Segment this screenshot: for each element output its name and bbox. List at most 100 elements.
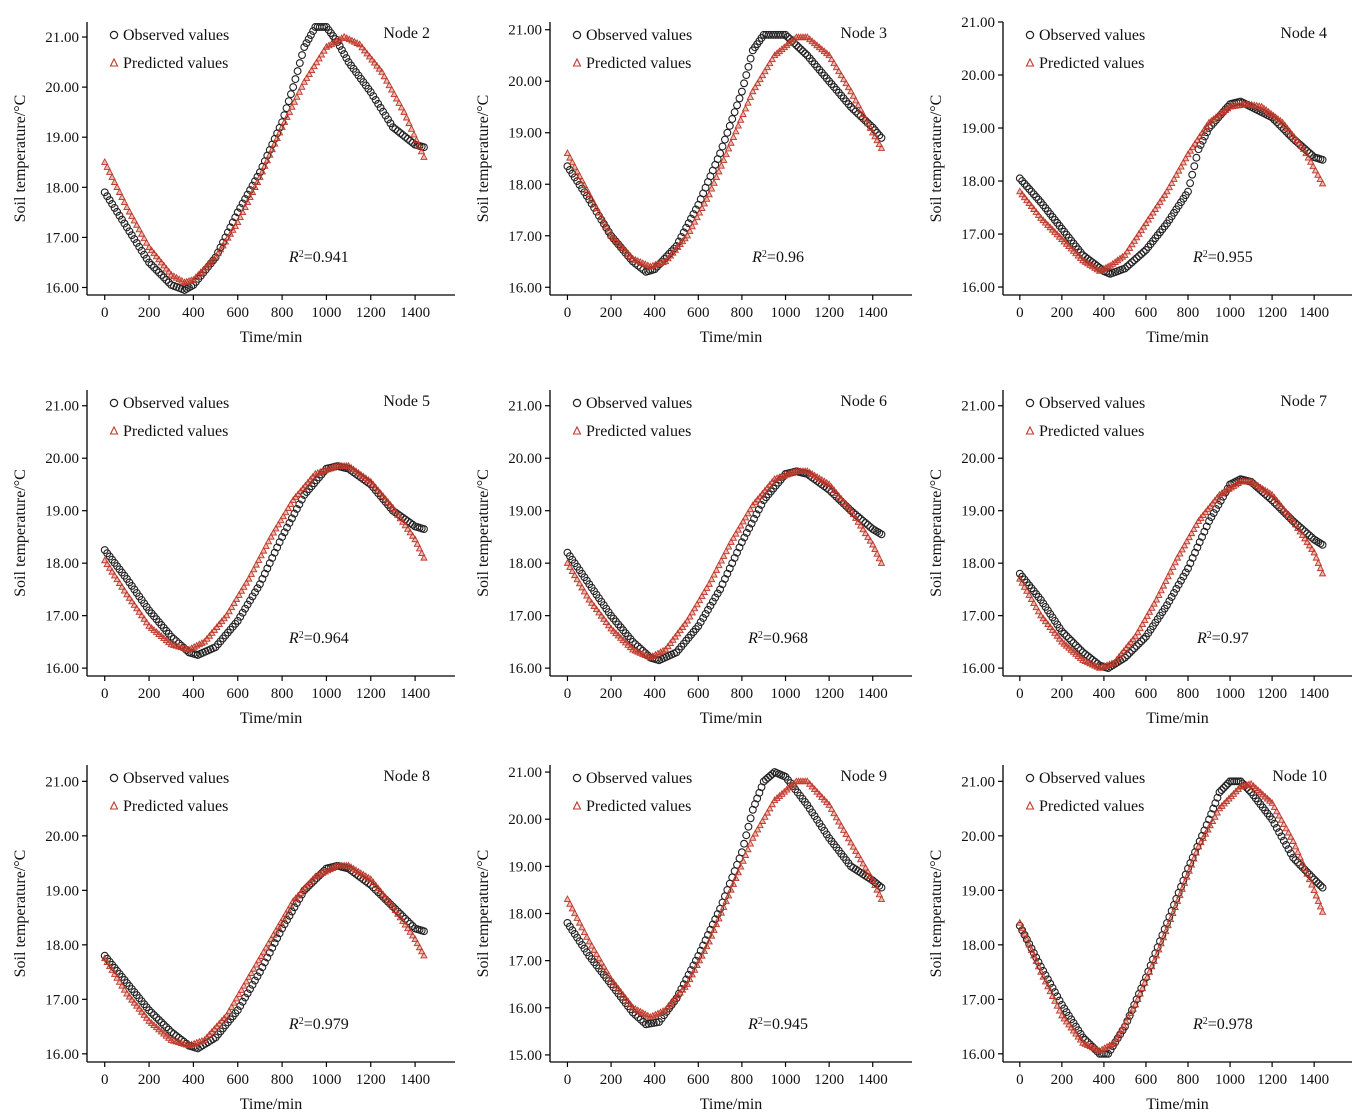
r-squared-value: =0.955 <box>1208 249 1253 266</box>
predicted-point <box>227 603 236 611</box>
predicted-point <box>320 46 328 54</box>
predicted-point <box>695 208 704 216</box>
predicted-series <box>1016 477 1327 671</box>
observed-point <box>253 172 262 181</box>
predicted-point <box>1303 869 1311 877</box>
legend-label: Observed values <box>586 395 692 412</box>
predicted-point <box>1202 122 1211 129</box>
predicted-point <box>259 546 268 554</box>
y-tick-label: 20.00 <box>961 451 995 467</box>
predicted-point <box>242 977 251 985</box>
predicted-point <box>420 153 428 160</box>
y-tick-label: 20.00 <box>45 80 79 96</box>
predicted-point <box>852 96 860 104</box>
node-title: Node 8 <box>383 768 430 785</box>
predicted-point <box>285 107 294 115</box>
legend-marker-predicted <box>1025 800 1035 810</box>
observed-point <box>1181 568 1190 577</box>
predicted-series <box>100 32 428 286</box>
predicted-point <box>866 872 875 879</box>
observed-point <box>335 42 344 50</box>
observed-point <box>1318 540 1327 549</box>
y-tick-label: 18.00 <box>508 177 542 193</box>
observed-point <box>219 238 227 247</box>
observed-point <box>376 890 385 899</box>
observed-point <box>877 530 886 539</box>
predicted-point <box>401 920 410 928</box>
predicted-point <box>135 225 143 233</box>
predicted-point <box>130 600 139 608</box>
predicted-point <box>722 547 730 555</box>
x-axis-label: Time/min <box>700 710 763 727</box>
predicted-point <box>580 181 589 189</box>
predicted-point <box>719 155 728 163</box>
predicted-point <box>290 97 299 105</box>
predicted-point <box>395 99 403 106</box>
predicted-point <box>267 532 275 540</box>
predicted-point <box>1032 956 1040 964</box>
observed-point <box>1279 125 1288 134</box>
observed-point <box>745 524 754 533</box>
predicted-point <box>1309 162 1317 170</box>
predicted-point <box>570 571 579 579</box>
predicted-point <box>232 994 241 1002</box>
predicted-point <box>695 596 704 604</box>
predicted-point <box>877 558 886 566</box>
predicted-point <box>1310 548 1318 556</box>
observed-point <box>730 108 739 117</box>
y-tick-label: 21.00 <box>45 399 79 415</box>
predicted-point <box>1159 581 1168 589</box>
predicted-point <box>252 960 260 968</box>
predicted-point <box>267 935 275 943</box>
node-title: Node 5 <box>383 393 430 410</box>
predicted-point <box>1306 157 1315 165</box>
predicted-point <box>1134 995 1142 1002</box>
legend-marker-predicted <box>109 57 119 67</box>
predicted-point <box>604 971 613 978</box>
predicted-point <box>1144 215 1153 223</box>
x-tick-label: 0 <box>564 1072 572 1088</box>
observed-point <box>292 504 301 513</box>
observed-point <box>1132 254 1141 263</box>
observed-point <box>1184 187 1192 196</box>
predicted-point <box>118 981 126 989</box>
y-tick-label: 16.00 <box>508 1001 542 1017</box>
observed-point <box>115 211 124 220</box>
predicted-point <box>686 226 694 234</box>
predicted-point <box>125 207 134 215</box>
predicted-point <box>1184 150 1192 158</box>
predicted-point <box>273 134 281 141</box>
predicted-point <box>1180 541 1189 549</box>
legend-label: Predicted values <box>123 798 228 815</box>
legend-marker-predicted <box>1025 425 1035 435</box>
predicted-point <box>842 830 850 838</box>
observed-point <box>255 968 264 977</box>
predicted-point <box>753 825 762 833</box>
predicted-point <box>413 539 422 547</box>
y-tick-label: 21.00 <box>45 774 79 790</box>
predicted-point <box>100 556 109 564</box>
y-tick-label: 16.00 <box>961 280 995 296</box>
observed-point <box>113 207 122 216</box>
observed-point <box>1279 836 1288 845</box>
predicted-point <box>1166 915 1175 923</box>
predicted-point <box>1190 525 1198 533</box>
predicted-point <box>1127 1009 1135 1016</box>
predicted-point <box>128 212 136 219</box>
legend-marker-predicted <box>109 425 119 435</box>
y-axis-label: Soil temperature/°C <box>12 850 29 978</box>
y-tick-label: 16.00 <box>961 1047 995 1063</box>
observed-point <box>1310 535 1319 544</box>
observed-point <box>754 505 763 514</box>
predicted-point <box>251 183 259 190</box>
r-squared-label: R2=0.941 <box>288 249 349 267</box>
predicted-point <box>566 563 574 570</box>
observed-point <box>875 529 884 537</box>
y-tick-label: 16.00 <box>961 661 995 677</box>
observed-point <box>120 219 129 228</box>
y-tick-label: 16.00 <box>508 280 542 296</box>
observed-point <box>150 263 158 272</box>
observed-point <box>1104 1049 1113 1058</box>
y-tick-label: 17.00 <box>508 229 542 245</box>
x-tick-label: 600 <box>1135 1072 1158 1088</box>
